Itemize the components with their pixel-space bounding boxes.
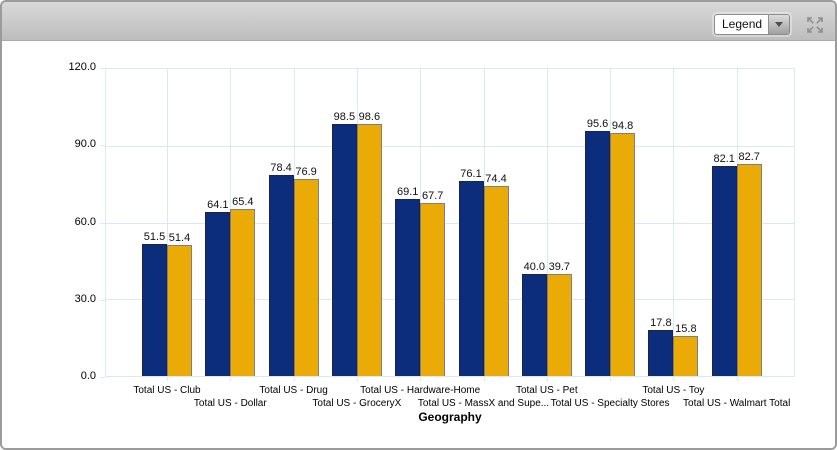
gridline-horizontal (106, 222, 794, 224)
x-axis-category-label: Total US - Drug (259, 385, 328, 396)
bar-value-label: 82.1 (713, 152, 735, 165)
bar-series-1[interactable] (458, 181, 484, 376)
bar-series-2[interactable] (736, 164, 762, 376)
bar-series-2[interactable] (420, 202, 446, 376)
bar-series-2[interactable] (673, 335, 699, 376)
legend-dropdown[interactable]: Legend (714, 14, 790, 35)
x-axis-category-label: Total US - Walmart Total (683, 398, 791, 409)
bar-value-label: 15.8 (675, 322, 697, 335)
y-axis-tick (100, 299, 105, 301)
x-axis-tick (420, 377, 422, 381)
bar-value-label: 74.4 (485, 172, 507, 185)
bar-series-1[interactable] (521, 273, 547, 376)
legend-dropdown-value: Legend (722, 17, 763, 31)
x-axis-title: Geography (418, 410, 482, 424)
bar-series-1[interactable] (268, 175, 294, 376)
bar-series-2[interactable] (610, 133, 636, 376)
bar-value-label: 69.1 (396, 186, 419, 199)
bar-value-label: 51.4 (168, 231, 191, 244)
gridline-horizontal (106, 145, 794, 147)
bar-series-2[interactable] (483, 185, 509, 376)
x-axis-tick (167, 377, 168, 381)
bar-series-2[interactable] (356, 123, 382, 376)
bar-value-label: 51.5 (143, 231, 166, 244)
y-axis-tick (100, 68, 105, 69)
bar-value-label: 76.9 (295, 166, 317, 179)
bar-value-label: 82.7 (738, 151, 760, 164)
bar-series-1[interactable] (142, 244, 167, 376)
y-axis-label: 120.0 (68, 61, 96, 73)
expand-arrows-icon[interactable] (806, 16, 824, 34)
bar-value-label: 98.6 (358, 110, 381, 123)
bar-series-2[interactable] (230, 208, 256, 376)
bar-value-label: 40.0 (523, 260, 546, 273)
plot-area: 51.5 51.4 64.1 65.4 78.4 76.9 98.5 98.6 69.1 67.7… (105, 68, 795, 377)
bar-series-1[interactable] (711, 165, 737, 376)
bar-series-1[interactable] (205, 212, 231, 376)
x-axis-tick (546, 377, 548, 381)
bar-chart: 51.5 51.4 64.1 65.4 78.4 76.9 98.5 98.6 69.1 67.7… (2, 41, 835, 448)
bar-series-1[interactable] (648, 330, 674, 376)
chevron-down-icon (775, 22, 783, 27)
x-axis-tick (673, 377, 675, 381)
toolbar: Legend (2, 2, 835, 41)
bar-series-2[interactable] (167, 244, 192, 376)
x-axis-tick (356, 377, 358, 381)
gridline-horizontal (106, 299, 794, 301)
y-axis-label: 30.0 (74, 292, 96, 305)
x-axis-tick (483, 377, 485, 381)
x-axis-tick (610, 377, 612, 381)
bar-value-label: 67.7 (421, 189, 444, 202)
bar-value-label: 76.1 (460, 168, 482, 181)
x-axis-category-label: Total US - Pet (515, 385, 578, 396)
y-axis-label: 90.0 (74, 138, 96, 151)
x-axis-category-label: Total US - Specialty Stores (550, 398, 670, 409)
y-axis-tick (100, 222, 105, 224)
x-axis-category-label: Total US - Toy (642, 385, 705, 396)
y-axis-tick (100, 377, 105, 378)
gridline-vertical (167, 69, 168, 376)
bar-series-1[interactable] (585, 131, 611, 376)
bar-series-2[interactable] (293, 179, 319, 376)
bar-series-1[interactable] (331, 124, 357, 376)
x-axis-tick (736, 377, 738, 381)
x-axis-tick (230, 377, 232, 381)
x-axis-category-label: Total US - Club (133, 385, 201, 396)
x-axis-category-label: Total US - Dollar (193, 398, 267, 409)
bar-series-1[interactable] (395, 199, 421, 376)
bar-value-label: 78.4 (270, 162, 292, 175)
dropdown-arrow-button[interactable] (768, 15, 789, 34)
x-axis-category-label: Total US - MassX and Supe... (417, 398, 550, 409)
x-axis-tick (293, 377, 295, 381)
gridline-vertical (546, 69, 548, 376)
y-axis-tick (100, 145, 105, 147)
y-axis-label: 0.0 (80, 370, 96, 382)
y-axis-label: 60.0 (74, 215, 96, 228)
x-axis-category-label: Total US - Hardware-Home (360, 385, 481, 396)
x-axis-category-label: Total US - GroceryX (312, 398, 402, 409)
bar-value-label: 65.4 (232, 195, 254, 208)
bar-value-label: 95.6 (586, 118, 609, 131)
bar-series-2[interactable] (546, 274, 572, 376)
bar-value-label: 98.5 (333, 111, 356, 124)
bar-value-label: 39.7 (548, 261, 571, 274)
bar-value-label: 64.1 (207, 199, 229, 212)
bar-value-label: 17.8 (650, 317, 672, 330)
gridline-vertical (673, 69, 675, 376)
bar-value-label: 94.8 (611, 120, 634, 133)
